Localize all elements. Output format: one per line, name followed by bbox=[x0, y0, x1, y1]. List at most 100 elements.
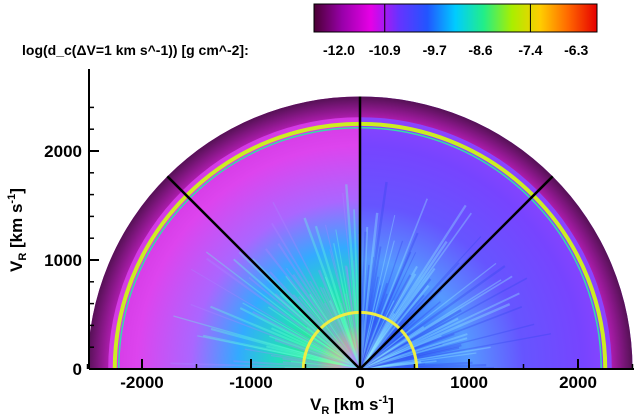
radial-streak bbox=[359, 360, 437, 369]
x-tick-label: 1000 bbox=[450, 373, 488, 392]
radial-streak bbox=[359, 265, 418, 369]
radial-streak bbox=[359, 276, 379, 369]
radial-streak bbox=[359, 342, 413, 369]
radial-streak bbox=[359, 282, 388, 369]
radial-streak bbox=[359, 267, 436, 369]
radial-streak bbox=[271, 327, 361, 369]
radial-streak bbox=[359, 204, 467, 369]
radial-streak bbox=[324, 276, 361, 369]
radial-streak bbox=[264, 248, 361, 369]
radial-streak bbox=[359, 300, 395, 369]
radial-streak bbox=[344, 293, 361, 369]
radial-streak bbox=[307, 345, 361, 369]
radial-streak bbox=[346, 266, 361, 369]
y-axis-title: VR [km s-1] bbox=[6, 188, 29, 272]
radial-streak bbox=[323, 302, 361, 369]
radial-streak bbox=[322, 287, 361, 369]
radial-streak bbox=[359, 264, 370, 369]
radial-streak bbox=[359, 317, 459, 369]
colorbar-dividers bbox=[384, 4, 531, 32]
radial-streak bbox=[359, 198, 428, 369]
radial-streak bbox=[190, 303, 361, 369]
colorbar-gradient-bar bbox=[313, 3, 598, 33]
sector-line bbox=[359, 175, 554, 369]
radial-streak bbox=[335, 229, 361, 369]
radial-streak bbox=[312, 339, 361, 369]
radial-streak bbox=[358, 312, 378, 369]
radial-streak bbox=[173, 315, 361, 369]
radial-streak bbox=[359, 252, 417, 369]
x-tick-label: 0 bbox=[355, 373, 364, 392]
radial-streak bbox=[342, 192, 361, 369]
radial-streak bbox=[359, 333, 409, 369]
colorbar-tick-label: -12.0 bbox=[323, 42, 355, 58]
radial-streak bbox=[359, 292, 520, 369]
radial-streak bbox=[197, 335, 361, 369]
radial-streak bbox=[285, 275, 361, 369]
radial-streak bbox=[359, 360, 422, 369]
radial-streak bbox=[298, 296, 361, 369]
radial-streak bbox=[359, 333, 455, 369]
radial-streak bbox=[244, 348, 361, 369]
radial-streak bbox=[359, 352, 477, 369]
radial-streak bbox=[329, 249, 361, 369]
x-tick-label: -2000 bbox=[120, 373, 163, 392]
radial-streak bbox=[303, 217, 362, 369]
radial-streak bbox=[307, 352, 361, 369]
radial-streak bbox=[359, 285, 381, 369]
radial-streak bbox=[359, 275, 513, 369]
x-ticks: -2000 -1000 0 1000 2000 bbox=[86, 359, 634, 392]
y-tick-label: 0 bbox=[73, 360, 82, 379]
colorbar-tick-labels: -12.0 -10.9 -9.7 -8.6 -7.4 -6.3 bbox=[323, 42, 588, 58]
radial-streak bbox=[210, 327, 361, 369]
colorbar-label: log(d_c(ΔV=1 km s^-1)) [g cm^-2]: bbox=[22, 42, 249, 58]
radial-streak bbox=[314, 225, 362, 369]
radial-streak bbox=[233, 360, 361, 369]
radial-streak bbox=[359, 344, 462, 369]
radial-streak bbox=[358, 274, 412, 369]
radial-streak bbox=[202, 334, 361, 369]
radial-streak bbox=[328, 300, 361, 369]
radial-streak bbox=[242, 302, 361, 369]
radial-streak bbox=[359, 343, 443, 369]
axes: -2000 -1000 0 1000 2000 0 1000 2000 bbox=[44, 69, 634, 392]
radial-streak bbox=[359, 277, 528, 369]
colorbar-tick-label: -9.7 bbox=[423, 42, 447, 58]
radial-streak bbox=[359, 306, 523, 369]
radial-streak bbox=[359, 215, 396, 369]
radial-streak bbox=[359, 240, 404, 369]
radial-streak bbox=[358, 181, 388, 369]
radial-streak bbox=[359, 232, 419, 369]
y-tick-label: 1000 bbox=[44, 251, 82, 270]
radial-streak bbox=[359, 236, 482, 369]
radial-streak bbox=[312, 337, 361, 369]
radial-streak bbox=[272, 201, 361, 369]
radial-streak bbox=[359, 293, 388, 369]
radial-streak bbox=[269, 335, 361, 369]
radial-streak bbox=[210, 305, 361, 369]
radial-streak bbox=[205, 251, 361, 369]
radial-streak bbox=[359, 265, 506, 369]
colorbar-tick-label: -10.9 bbox=[369, 42, 401, 58]
x-tick-label: -1000 bbox=[229, 373, 272, 392]
x-axis-title: VR [km s-1] bbox=[310, 394, 394, 415]
radial-streak bbox=[277, 242, 361, 369]
radial-streak bbox=[359, 346, 460, 369]
radial-streak bbox=[358, 212, 379, 369]
radial-streak bbox=[341, 316, 362, 369]
radial-streak bbox=[285, 267, 361, 369]
radial-streak bbox=[359, 301, 441, 369]
radial-streak bbox=[345, 184, 362, 369]
radial-streak bbox=[359, 333, 552, 369]
radial-streak bbox=[317, 269, 362, 369]
y-ticks: 0 1000 2000 bbox=[44, 106, 99, 379]
radial-streak bbox=[248, 276, 361, 369]
radial-streak bbox=[359, 273, 417, 369]
radial-streak bbox=[319, 286, 361, 369]
radial-streak bbox=[359, 246, 382, 369]
colorbar-tick-label: -8.6 bbox=[468, 42, 492, 58]
y-tick-label: 2000 bbox=[44, 142, 82, 161]
radial-streak bbox=[359, 303, 511, 369]
radial-streak bbox=[282, 361, 361, 369]
